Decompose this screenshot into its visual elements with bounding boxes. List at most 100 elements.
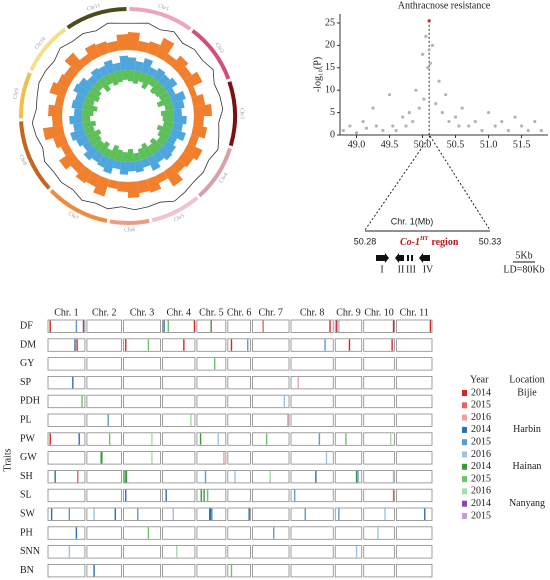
chromosome-box — [196, 526, 227, 540]
trait-label: PW — [20, 433, 36, 444]
track-bar — [79, 53, 93, 67]
chromosome-box — [162, 357, 196, 371]
signal — [183, 339, 185, 351]
legend-year: 2014 — [471, 387, 491, 398]
track-bar — [93, 81, 104, 92]
track-bar — [75, 165, 93, 184]
signal — [392, 489, 395, 502]
signal — [49, 433, 51, 445]
chromosome-box — [290, 375, 334, 390]
track-bar — [193, 116, 204, 127]
chromosome-box — [290, 488, 334, 503]
chromosome-label: Chr. 6 — [227, 307, 251, 318]
chromosome-arc — [129, 7, 192, 31]
signal — [147, 527, 150, 539]
chromosome-arc — [198, 147, 232, 198]
chromosome-box — [47, 319, 86, 333]
chromosome-box — [227, 338, 251, 352]
track-bar — [86, 91, 101, 103]
chromosome-box — [47, 507, 86, 521]
legend-swatch — [462, 451, 467, 458]
track-bar — [128, 32, 140, 51]
signal — [203, 489, 205, 502]
track-bar — [121, 152, 128, 162]
chromosome-box — [334, 357, 363, 371]
chromosome-box — [86, 394, 122, 409]
chromosome-box — [123, 375, 161, 390]
signal — [217, 433, 219, 445]
signal — [304, 508, 306, 520]
chromosome-box — [334, 507, 363, 521]
track-bar — [172, 99, 185, 110]
signal — [265, 433, 268, 445]
signal — [206, 489, 209, 502]
point — [437, 79, 441, 83]
track-bar — [89, 85, 102, 98]
trait-label: DF — [20, 321, 33, 332]
chromosome-label: Chr8 — [18, 154, 28, 167]
signal — [293, 489, 296, 502]
point — [460, 106, 464, 110]
chromosome-box — [395, 375, 433, 390]
chromosome-box — [334, 526, 363, 540]
signal — [210, 508, 212, 520]
trait-label: PH — [20, 527, 33, 538]
chromosome-box — [162, 488, 196, 503]
track-bar — [48, 104, 63, 116]
signal — [114, 508, 116, 520]
chromosome-box — [196, 394, 227, 409]
point — [424, 34, 428, 39]
chromosome-arc — [66, 7, 127, 30]
signal — [125, 489, 127, 502]
chromosome-box — [251, 394, 290, 409]
track-bar — [83, 96, 95, 106]
point — [440, 110, 444, 115]
chromosome-box — [395, 526, 433, 540]
gene-sup: HY — [419, 236, 430, 242]
gene-label: II — [398, 264, 405, 275]
gene-arrow — [399, 255, 404, 261]
track-bar — [146, 41, 161, 56]
chromosome-box — [86, 432, 122, 446]
track-bar — [128, 57, 137, 71]
chromosome-box — [196, 432, 227, 446]
signal — [338, 320, 340, 332]
legend-year: 2015 — [471, 510, 491, 521]
chromosome-box — [363, 526, 395, 540]
signal — [163, 320, 165, 332]
track-bar — [148, 77, 159, 88]
point — [411, 119, 415, 124]
track-bar — [70, 128, 87, 142]
signal — [392, 320, 395, 332]
track-bar — [117, 181, 128, 192]
point — [434, 102, 438, 106]
signal — [230, 564, 233, 577]
chromosome-box — [290, 432, 334, 446]
chromosome-box — [86, 375, 122, 390]
point — [513, 115, 517, 119]
chromosome-box — [290, 319, 334, 333]
y-tick-label: 25 — [325, 17, 335, 28]
chromosome-box — [395, 319, 433, 333]
chromosome-box — [395, 564, 433, 578]
legend-year: 2015 — [471, 400, 491, 411]
chromosome-label: Chr. 7 — [258, 307, 282, 318]
track-bar — [162, 77, 178, 92]
legend-title: Year — [470, 374, 489, 385]
chromosome-box — [162, 526, 196, 540]
track-bar — [163, 165, 184, 187]
chromosome-box — [363, 432, 395, 446]
chromosome-box — [47, 413, 86, 427]
track-bar — [106, 40, 119, 53]
chromosome-label: Chr. 10 — [364, 307, 393, 318]
signal — [297, 376, 299, 389]
region-axis-label: Chr. 1(Mb) — [391, 216, 434, 226]
legend-year: 2016 — [471, 449, 491, 460]
track-bar — [115, 70, 124, 83]
point — [348, 124, 352, 128]
trait-label: SL — [20, 490, 32, 501]
chromosome-label: Chr11 — [86, 3, 101, 13]
chromosome-box — [395, 432, 433, 446]
signal — [172, 508, 174, 520]
signal — [190, 414, 192, 426]
